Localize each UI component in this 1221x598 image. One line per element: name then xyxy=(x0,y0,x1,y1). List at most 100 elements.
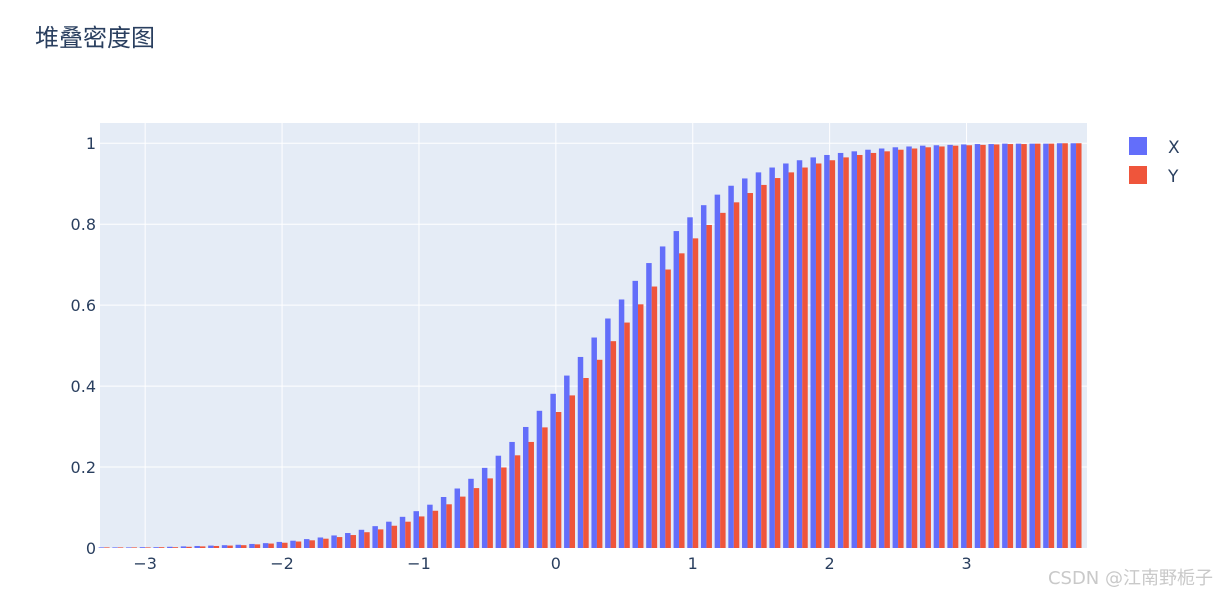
bar-x[interactable] xyxy=(221,545,228,548)
bar-x[interactable] xyxy=(810,157,816,548)
bar-y[interactable] xyxy=(829,160,836,549)
bar-y[interactable] xyxy=(199,546,206,548)
bar-x[interactable] xyxy=(290,540,296,548)
bar-y[interactable] xyxy=(1076,143,1082,549)
bar-y[interactable] xyxy=(939,146,945,549)
bar-x[interactable] xyxy=(126,547,132,548)
bar-x[interactable] xyxy=(303,539,310,548)
legend-swatch-x[interactable] xyxy=(1129,137,1147,155)
bar-y[interactable] xyxy=(473,488,480,548)
bar-y[interactable] xyxy=(788,172,795,548)
bar-y[interactable] xyxy=(446,504,452,548)
bar-y[interactable] xyxy=(227,545,233,548)
bar-y[interactable] xyxy=(405,521,411,548)
bar-x[interactable] xyxy=(632,280,638,548)
bar-y[interactable] xyxy=(104,547,110,548)
bar-x[interactable] xyxy=(454,488,461,549)
bar-y[interactable] xyxy=(651,286,658,548)
bar-y[interactable] xyxy=(213,545,220,548)
bar-x[interactable] xyxy=(495,455,502,548)
bar-x[interactable] xyxy=(906,146,912,549)
bar-y[interactable] xyxy=(720,212,726,549)
bar-x[interactable] xyxy=(235,544,241,548)
bar-x[interactable] xyxy=(878,148,885,549)
bar-y[interactable] xyxy=(1021,144,1027,549)
bar-x[interactable] xyxy=(331,535,337,548)
bar-y[interactable] xyxy=(925,147,931,549)
bar-y[interactable] xyxy=(117,547,124,548)
bar-y[interactable] xyxy=(487,478,493,548)
bar-y[interactable] xyxy=(692,238,699,549)
bar-x[interactable] xyxy=(851,151,858,548)
bar-x[interactable] xyxy=(345,533,351,548)
bar-y[interactable] xyxy=(542,427,548,548)
bar-x[interactable] xyxy=(1002,143,1008,548)
bar-y[interactable] xyxy=(583,378,589,548)
bar-y[interactable] xyxy=(815,163,822,549)
bar-y[interactable] xyxy=(1034,143,1041,548)
bar-y[interactable] xyxy=(733,202,740,548)
bar-x[interactable] xyxy=(386,521,392,548)
bar-y[interactable] xyxy=(282,542,288,548)
bar-x[interactable] xyxy=(112,547,118,548)
bar-y[interactable] xyxy=(158,547,165,548)
bar-x[interactable] xyxy=(276,541,283,548)
bar-x[interactable] xyxy=(399,516,406,548)
bar-x[interactable] xyxy=(509,441,515,548)
bar-y[interactable] xyxy=(569,395,576,548)
legend[interactable]: XY xyxy=(1129,137,1180,187)
bar-y[interactable] xyxy=(624,322,630,548)
bar-x[interactable] xyxy=(796,160,803,549)
bar-x[interactable] xyxy=(1056,143,1063,549)
bar-x[interactable] xyxy=(892,147,899,549)
bar-y[interactable] xyxy=(843,157,849,548)
bar-y[interactable] xyxy=(186,546,192,548)
bar-y[interactable] xyxy=(364,532,370,548)
bar-x[interactable] xyxy=(646,263,652,548)
bar-y[interactable] xyxy=(884,151,890,548)
bar-y[interactable] xyxy=(911,148,918,549)
bar-y[interactable] xyxy=(172,547,179,548)
bar-y[interactable] xyxy=(555,412,562,548)
bar-y[interactable] xyxy=(993,144,1000,548)
bar-x[interactable] xyxy=(947,144,953,549)
bar-y[interactable] xyxy=(514,455,521,548)
bar-x[interactable] xyxy=(208,545,214,548)
bar-y[interactable] xyxy=(432,510,439,548)
bar-y[interactable] xyxy=(966,145,973,548)
bar-x[interactable] xyxy=(536,410,543,548)
bar-y[interactable] xyxy=(295,541,302,548)
bar-x[interactable] xyxy=(1015,143,1022,548)
bar-x[interactable] xyxy=(714,194,721,548)
bar-y[interactable] xyxy=(802,167,808,548)
legend-swatch-y[interactable] xyxy=(1129,166,1147,184)
bar-x[interactable] xyxy=(180,546,187,548)
bar-x[interactable] xyxy=(1043,143,1049,548)
bar-x[interactable] xyxy=(755,172,762,548)
bar-y[interactable] xyxy=(336,537,343,548)
bar-x[interactable] xyxy=(262,543,269,548)
bar-x[interactable] xyxy=(481,467,488,548)
bar-x[interactable] xyxy=(988,144,994,549)
bar-y[interactable] xyxy=(706,225,712,548)
bar-y[interactable] xyxy=(241,545,247,548)
bar-x[interactable] xyxy=(687,217,693,548)
bar-x[interactable] xyxy=(249,543,255,548)
bar-y[interactable] xyxy=(1062,143,1068,549)
bar-x[interactable] xyxy=(865,149,871,548)
bar-y[interactable] xyxy=(418,516,425,548)
bar-x[interactable] xyxy=(523,426,529,548)
bar-y[interactable] xyxy=(528,441,534,548)
bar-x[interactable] xyxy=(1029,143,1035,548)
bar-y[interactable] xyxy=(980,144,986,549)
bar-x[interactable] xyxy=(468,478,474,548)
bar-y[interactable] xyxy=(857,154,863,549)
bar-x[interactable] xyxy=(824,154,830,549)
bar-x[interactable] xyxy=(550,393,556,548)
bar-y[interactable] xyxy=(870,152,877,548)
bar-y[interactable] xyxy=(131,547,137,548)
bar-x[interactable] xyxy=(194,545,200,548)
bar-x[interactable] xyxy=(1070,143,1077,549)
bar-y[interactable] xyxy=(145,547,151,548)
bar-y[interactable] xyxy=(761,184,767,548)
